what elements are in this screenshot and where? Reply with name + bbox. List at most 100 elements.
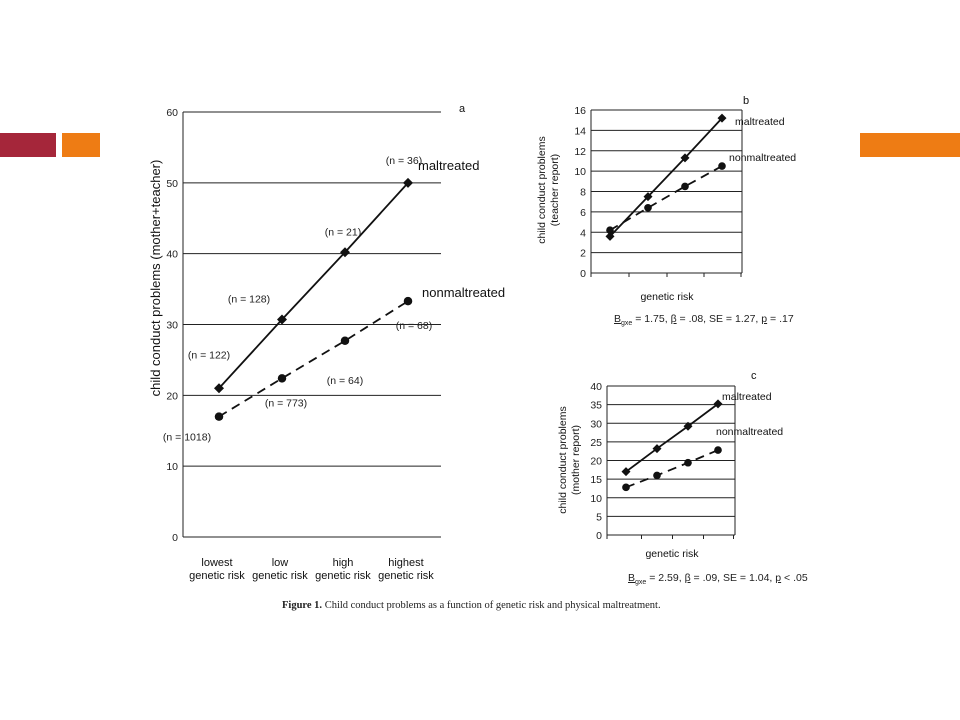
data-point-maltreated [214,383,224,394]
series-label-maltreated: maltreated [722,391,772,403]
y-tick-label: 10 [590,493,602,505]
y-tick-label: 40 [590,381,602,393]
y-tick-label: 50 [166,178,178,190]
y-axis-label: (teacher report) [549,154,561,226]
y-tick-label: 40 [166,249,178,261]
data-point-nonmaltreated [277,374,287,383]
stats-panel-b: Bgxe = 1.75, β = .08, SE = 1.27, p = .17 [614,313,794,327]
stat-b-value: = 2.59, [646,572,685,584]
data-point-nonmaltreated [644,203,652,212]
y-tick-label: 12 [574,146,586,158]
n-label: (n = 68) [396,320,432,332]
y-tick-label: 30 [590,418,602,430]
x-category-label: genetic risk [189,570,245,582]
data-point-maltreated [403,177,413,188]
y-tick-label: 6 [580,207,586,219]
stat-b-label: B [614,313,622,325]
stat-p-value: = .17 [767,313,794,325]
y-tick-label: 20 [590,456,602,468]
data-point-maltreated [652,444,662,454]
x-axis-label: genetic risk [645,548,699,560]
x-category-label: genetic risk [378,570,434,582]
y-tick-label: 0 [596,530,602,542]
accent-bar-red [0,133,56,157]
stat-b-value: = 1.75, [632,313,671,325]
stat-beta-symbol: β [684,572,691,584]
data-point-maltreated [277,314,287,325]
data-point-maltreated [683,421,693,431]
y-tick-label: 30 [166,320,178,332]
y-tick-label: 20 [166,390,178,402]
series-line-nonmaltreated [625,449,719,489]
data-point-maltreated [717,113,727,123]
y-tick-label: 4 [580,227,586,239]
n-label: (n = 21) [325,226,361,238]
panel-letter: a [459,103,466,115]
accent-bar-orange [62,133,100,157]
x-category-label: high [333,557,354,569]
n-label: (n = 1018) [163,432,211,444]
y-tick-label: 2 [580,248,586,260]
series-line-nonmaltreated [218,300,409,418]
y-axis-label: child conduct problems (mother+teacher) [148,160,163,397]
data-point-maltreated [680,153,690,163]
data-point-nonmaltreated [684,458,692,467]
y-tick-label: 25 [590,437,602,449]
y-tick-label: 8 [580,187,586,199]
y-tick-label: 0 [580,268,586,280]
data-point-nonmaltreated [403,296,413,306]
data-point-maltreated [713,399,723,409]
n-label: (n = 128) [228,294,270,306]
y-tick-label: 35 [590,400,602,412]
y-tick-label: 10 [574,166,586,178]
data-point-nonmaltreated [340,336,350,346]
series-label-nonmaltreated: nonmaltreated [729,152,796,164]
n-label: (n = 64) [327,375,363,387]
n-label: (n = 122) [188,349,230,361]
series-line-maltreated [625,403,719,473]
data-point-nonmaltreated [214,412,224,421]
stat-b-subscript: gxe [635,579,647,587]
data-point-nonmaltreated [622,483,630,492]
figure-caption-text: Child conduct problems as a function of … [324,600,661,611]
figure-caption-label: Figure 1. [282,600,323,611]
data-point-nonmaltreated [606,226,614,235]
x-category-label: genetic risk [315,570,371,582]
n-label: (n = 36) [386,155,422,167]
data-point-maltreated [340,247,350,258]
stat-p-symbol: p [775,572,782,584]
x-category-label: genetic risk [252,570,308,582]
y-axis-label: child conduct problems [536,136,548,243]
data-point-nonmaltreated [714,446,722,454]
series-line-maltreated [218,182,409,389]
x-axis-label: genetic risk [640,291,694,303]
stat-b-label: B [628,572,636,584]
data-point-maltreated [605,231,615,241]
data-point-nonmaltreated [653,471,661,480]
series-label-nonmaltreated: nonmaltreated [716,426,783,438]
accent-bar-orange-right [860,133,960,157]
y-tick-label: 0 [172,532,178,544]
panel-letter: c [751,370,757,382]
y-tick-label: 10 [166,461,178,473]
panel-letter: b [743,95,749,107]
stat-p-value: < .05 [781,572,808,584]
figure-caption: Figure 1. Child conduct problems as a fu… [282,600,661,611]
stat-beta-symbol: β [670,313,677,325]
stat-b-subscript: gxe [621,320,633,328]
series-label-maltreated: maltreated [418,158,479,173]
data-point-nonmaltreated [718,162,726,170]
y-axis-label: child conduct problems [557,406,569,513]
series-line-nonmaltreated [609,165,723,231]
data-point-maltreated [643,192,653,202]
series-label-maltreated: maltreated [735,116,785,128]
y-tick-label: 5 [596,511,602,523]
x-category-label: lowest [201,557,232,569]
stats-panel-c: Bgxe = 2.59, β = .09, SE = 1.04, p < .05 [628,572,808,586]
y-axis-label: (mother report) [570,425,582,495]
data-point-nonmaltreated [681,182,689,191]
series-label-nonmaltreated: nonmaltreated [422,285,505,300]
data-point-maltreated [621,467,631,477]
y-tick-label: 16 [574,105,586,117]
